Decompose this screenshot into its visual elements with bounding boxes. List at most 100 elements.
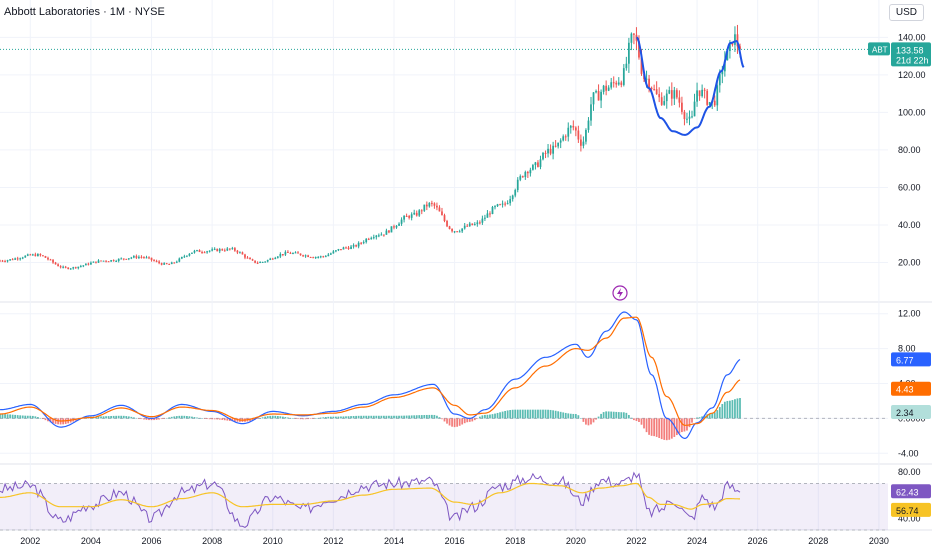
candle-body bbox=[236, 250, 239, 253]
macd-badge: 6.77 bbox=[896, 355, 914, 365]
macd-histogram-bar bbox=[196, 417, 198, 419]
macd-histogram-bar bbox=[625, 412, 628, 419]
lightning-icon[interactable] bbox=[612, 285, 628, 301]
macd-histogram-bar bbox=[332, 416, 335, 419]
macd-histogram-bar bbox=[446, 418, 448, 424]
candle-body bbox=[135, 256, 138, 258]
candle-body bbox=[729, 42, 731, 52]
candle-body bbox=[64, 266, 67, 268]
x-tick-label: 2002 bbox=[20, 536, 40, 546]
macd-histogram-bar bbox=[721, 403, 724, 419]
x-tick-label: 2026 bbox=[748, 536, 768, 546]
rsi-pane[interactable] bbox=[0, 471, 888, 531]
macd-histogram-bar bbox=[314, 418, 317, 419]
macd-histogram-bar bbox=[19, 415, 22, 419]
candle-body bbox=[201, 252, 203, 254]
signal-badge-bg bbox=[891, 381, 931, 396]
candle-body bbox=[716, 85, 719, 106]
macd-histogram-bar bbox=[562, 412, 565, 419]
macd-histogram-bar bbox=[127, 416, 130, 419]
macd-histogram-bar bbox=[569, 413, 572, 419]
candle-body bbox=[539, 159, 542, 167]
candle-body bbox=[706, 90, 709, 105]
candle-body bbox=[307, 255, 310, 258]
candle-body bbox=[206, 251, 208, 253]
macd-histogram-bar bbox=[312, 418, 315, 419]
macd-histogram-bar bbox=[206, 418, 208, 420]
price-pane[interactable] bbox=[0, 24, 888, 270]
candle-body bbox=[701, 89, 703, 97]
macd-histogram-bar bbox=[31, 415, 34, 419]
macd-histogram-bar bbox=[554, 410, 557, 419]
x-tick-label: 2010 bbox=[263, 536, 283, 546]
macd-histogram-bar bbox=[630, 417, 633, 419]
macd-histogram-bar bbox=[352, 415, 355, 419]
macd-histogram-bar bbox=[716, 410, 719, 419]
macd-pane[interactable] bbox=[0, 311, 888, 441]
candle-body bbox=[458, 231, 461, 233]
candle-body bbox=[74, 267, 77, 269]
macd-histogram-bar bbox=[686, 418, 688, 431]
candle-body bbox=[29, 254, 32, 256]
macd-histogram-bar bbox=[620, 412, 623, 419]
rsi-ma-badge-bg bbox=[891, 502, 931, 517]
macd-histogram-bar bbox=[410, 415, 413, 419]
candle-body bbox=[494, 206, 496, 208]
candle-body bbox=[448, 226, 451, 229]
macd-histogram-bar bbox=[653, 418, 656, 437]
macd-histogram-bar bbox=[587, 418, 590, 426]
candle-body bbox=[377, 235, 380, 237]
candle-body bbox=[668, 90, 671, 94]
macd-histogram-bar bbox=[713, 412, 716, 419]
macd-histogram-bar bbox=[736, 398, 739, 419]
candle-body bbox=[491, 206, 494, 215]
candle-body bbox=[95, 261, 97, 263]
candle-body bbox=[372, 237, 375, 239]
price-tick-label: 100.00 bbox=[898, 107, 926, 117]
symbol-tag: ABT bbox=[872, 45, 888, 54]
macd-histogram-bar bbox=[168, 417, 171, 419]
macd-histogram-bar bbox=[559, 411, 562, 419]
macd-histogram-bar bbox=[143, 418, 145, 420]
macd-histogram-bar bbox=[148, 418, 150, 421]
candle-body bbox=[612, 82, 615, 84]
macd-histogram-bar bbox=[266, 416, 269, 419]
candle-body bbox=[186, 255, 188, 257]
currency-button[interactable]: USD bbox=[888, 4, 924, 21]
candle-body bbox=[615, 82, 618, 85]
candle-body bbox=[390, 226, 393, 233]
candle-body bbox=[640, 57, 643, 74]
macd-histogram-bar bbox=[650, 418, 653, 436]
candle-body bbox=[534, 162, 537, 166]
candle-body bbox=[11, 259, 14, 261]
candle-body bbox=[577, 130, 580, 140]
macd-histogram-bar bbox=[251, 418, 254, 421]
candle-body bbox=[395, 225, 398, 228]
candle-body bbox=[468, 223, 471, 227]
macd-histogram-bar bbox=[388, 415, 390, 419]
candle-body bbox=[380, 234, 383, 236]
macd-histogram-bar bbox=[481, 415, 484, 419]
candle-body bbox=[569, 125, 572, 128]
candle-body bbox=[519, 176, 522, 180]
candle-body bbox=[24, 255, 27, 258]
macd-histogram-bar bbox=[221, 418, 224, 420]
macd-histogram-bar bbox=[213, 418, 216, 420]
candle-body bbox=[52, 259, 54, 263]
x-tick-label: 2014 bbox=[384, 536, 404, 546]
macd-histogram-bar bbox=[463, 418, 466, 424]
candle-body bbox=[693, 101, 696, 117]
macd-histogram-bar bbox=[150, 418, 153, 421]
candle-body bbox=[638, 40, 640, 58]
macd-histogram-bar bbox=[173, 416, 176, 419]
macd-histogram-bar bbox=[466, 418, 469, 423]
candle-body bbox=[193, 250, 196, 253]
macd-histogram-bar bbox=[44, 418, 47, 421]
macd-histogram-bar bbox=[360, 415, 363, 419]
candle-body bbox=[62, 266, 65, 268]
macd-histogram-bar bbox=[537, 409, 539, 419]
candle-body bbox=[698, 90, 701, 97]
lightning-icon bbox=[617, 288, 623, 298]
candle-body bbox=[605, 85, 608, 91]
